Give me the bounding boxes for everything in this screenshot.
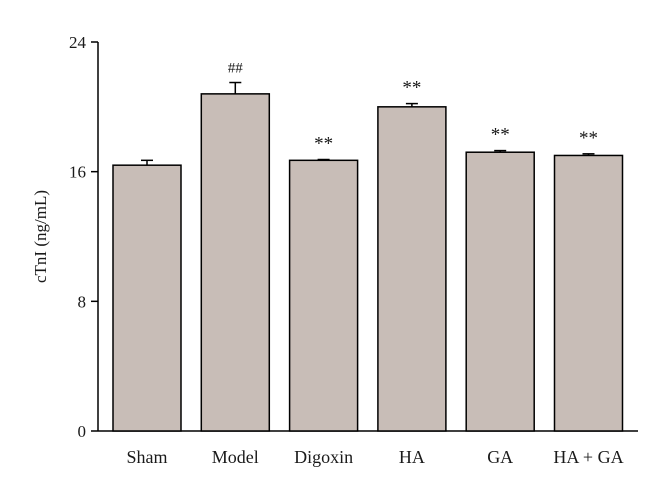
bar-ga bbox=[465, 151, 535, 432]
significance-label: ** bbox=[402, 78, 421, 99]
y-tick-label: 0 bbox=[78, 422, 87, 441]
significance-label: ** bbox=[314, 134, 333, 155]
bar-digoxin bbox=[288, 159, 359, 432]
x-tick-label: Sham bbox=[126, 447, 167, 467]
x-tick-label: GA bbox=[487, 447, 513, 467]
y-tick-label: 8 bbox=[78, 292, 87, 311]
x-tick-label: Model bbox=[212, 447, 259, 467]
significance-label: ** bbox=[579, 128, 598, 149]
bar-ha-ga bbox=[553, 154, 624, 432]
significance-label: ## bbox=[228, 61, 244, 77]
bar-model bbox=[200, 93, 271, 432]
significance-label: ** bbox=[491, 125, 510, 146]
y-tick-label: 16 bbox=[69, 163, 86, 182]
bar-sham bbox=[112, 164, 182, 432]
x-tick-label: HA + GA bbox=[553, 447, 623, 467]
x-tick-label: HA bbox=[399, 447, 425, 467]
y-tick-label: 24 bbox=[69, 33, 87, 52]
x-tick-label: Digoxin bbox=[294, 447, 353, 467]
bar-ha bbox=[377, 106, 447, 432]
y-axis-label: cTnI (ng/mL) bbox=[31, 190, 50, 283]
